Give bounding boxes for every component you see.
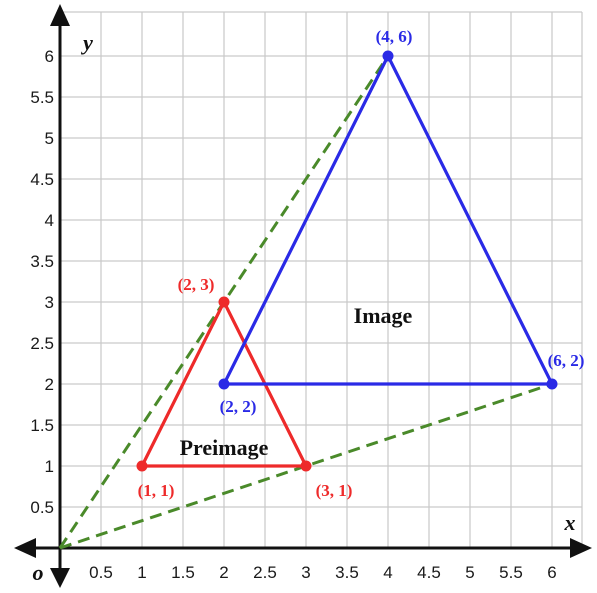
x-tick-label: 2 [219, 563, 228, 582]
x-tick-label: 1.5 [171, 563, 195, 582]
image-vertex-label: (4, 6) [376, 27, 413, 46]
y-tick-label: 2.5 [30, 334, 54, 353]
x-tick-label: 1 [137, 563, 146, 582]
y-tick-label: 5.5 [30, 88, 54, 107]
y-tick-label: 6 [45, 47, 54, 66]
x-tick-label: 5.5 [499, 563, 523, 582]
image-label: Image [354, 303, 413, 328]
x-tick-label: 3.5 [335, 563, 359, 582]
y-axis-arrow-up-icon [50, 4, 70, 26]
y-tick-label: 1 [45, 457, 54, 476]
dilation-ray [59, 382, 553, 550]
y-axis-label: y [80, 30, 93, 55]
x-axis-arrow-right-icon [570, 538, 592, 558]
preimage-vertex-point [136, 460, 148, 472]
image-triangle [222, 54, 554, 386]
x-axis-label: x [564, 510, 576, 535]
axes [14, 4, 592, 588]
preimage-vertex-label: (3, 1) [316, 481, 353, 500]
image-vertex-point [218, 378, 230, 390]
x-tick-label: 3 [301, 563, 310, 582]
x-tick-label: 4 [383, 563, 392, 582]
image-vertex-label: (2, 2) [220, 397, 257, 416]
y-tick-label: 4 [45, 211, 54, 230]
x-tick-label: 6 [547, 563, 556, 582]
x-tick-label: 4.5 [417, 563, 441, 582]
y-axis-arrow-down-icon [50, 568, 70, 588]
x-axis-arrow-left-icon [14, 538, 36, 558]
y-tick-label: 2 [45, 375, 54, 394]
y-tick-label: 3.5 [30, 252, 54, 271]
image-vertex-point [382, 50, 394, 62]
image-vertex-label: (6, 2) [548, 351, 585, 370]
preimage-vertex-point [300, 460, 312, 472]
y-tick-label: 1.5 [30, 416, 54, 435]
preimage-vertex-point [218, 296, 230, 308]
triangles [136, 50, 558, 472]
origin-label: o [33, 560, 44, 585]
y-tick-label: 5 [45, 129, 54, 148]
image-vertex-point [546, 378, 558, 390]
x-tick-label: 0.5 [89, 563, 113, 582]
y-tick-label: 0.5 [30, 498, 54, 517]
x-tick-label: 2.5 [253, 563, 277, 582]
x-tick-label: 5 [465, 563, 474, 582]
point-labels: (2, 3) (1, 1) (3, 1) (4, 6) (2, 2) (6, 2) [138, 27, 585, 500]
preimage-label: Preimage [180, 435, 269, 460]
preimage-vertex-label: (2, 3) [178, 275, 215, 294]
y-tick-label: 3 [45, 293, 54, 312]
tick-labels: 0.5 1 1.5 2 2.5 3 3.5 4 4.5 5 5.5 6 0.5 1 1.5 2 2.5 3 3.5 4… [30, 47, 556, 582]
y-tick-label: 4.5 [30, 170, 54, 189]
preimage-vertex-label: (1, 1) [138, 481, 175, 500]
